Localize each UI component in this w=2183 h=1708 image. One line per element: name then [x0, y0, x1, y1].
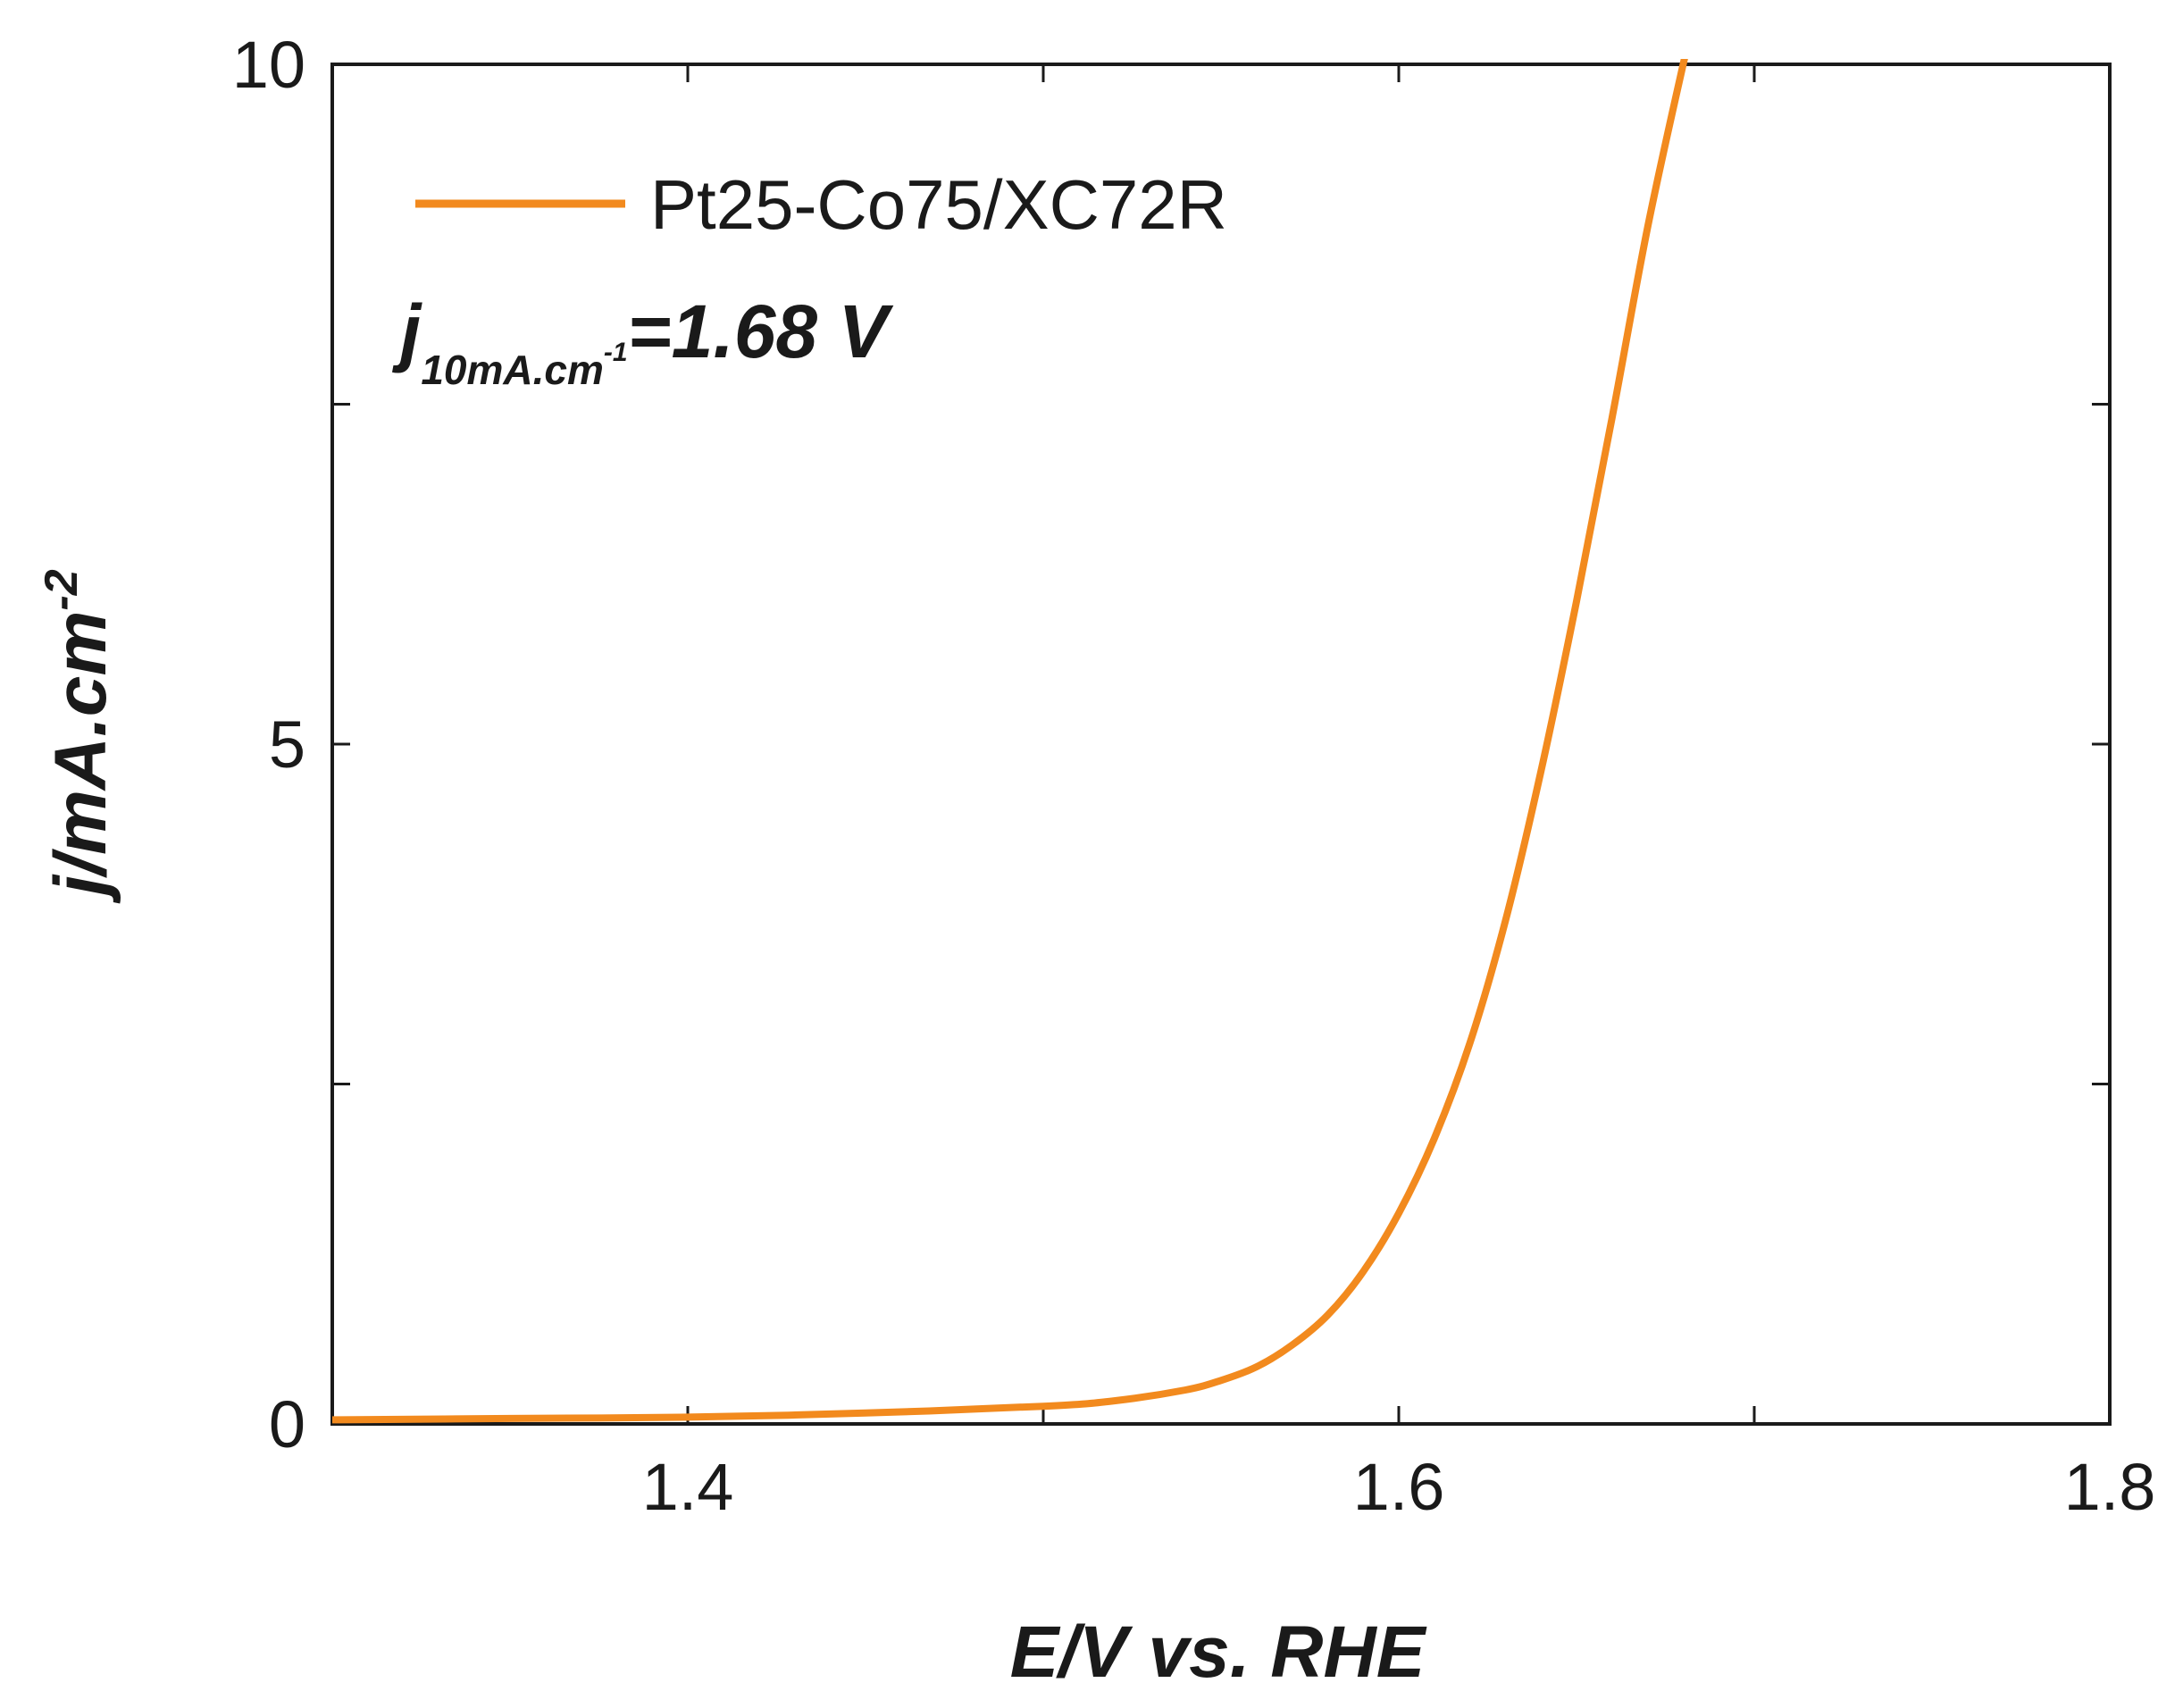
annotation-value: =1.68 V	[628, 289, 894, 373]
annotation-symbol: j	[391, 289, 422, 373]
y-axis-title-main: j/mA.cm	[40, 611, 121, 904]
axis-ticks	[332, 63, 2112, 1426]
annotation-subscript: 10mA.cm	[421, 347, 604, 393]
x-axis-title: E/V vs. RHE	[1010, 1612, 1427, 1693]
series-line	[332, 59, 1688, 1424]
x-tick-label: 1.4	[642, 1450, 734, 1524]
x-tick-label: 1.6	[1353, 1450, 1445, 1524]
annotation-onset: j10mA.cm-1=1.68 V	[391, 289, 893, 393]
x-tick-label: 1.8	[2064, 1450, 2156, 1524]
y-tick-label: 5	[269, 707, 305, 782]
plot-frame	[330, 63, 2112, 1426]
y-tick-label: 10	[232, 28, 305, 102]
legend-label: Pt25-Co75/XC72R	[650, 165, 1227, 244]
plot-area: 1.4 1.6 1.8 0 5 10	[232, 28, 2156, 1524]
series-layer	[332, 59, 1688, 1424]
y-axis-title: j/mA.cm-2	[36, 569, 121, 903]
axis-tick-labels: 1.4 1.6 1.8 0 5 10	[232, 28, 2156, 1524]
y-axis-title-sup: -2	[36, 569, 88, 610]
annotation-subscript-sup: -1	[604, 338, 628, 367]
y-tick-label: 0	[269, 1387, 305, 1461]
legend: Pt25-Co75/XC72R	[415, 165, 1227, 244]
